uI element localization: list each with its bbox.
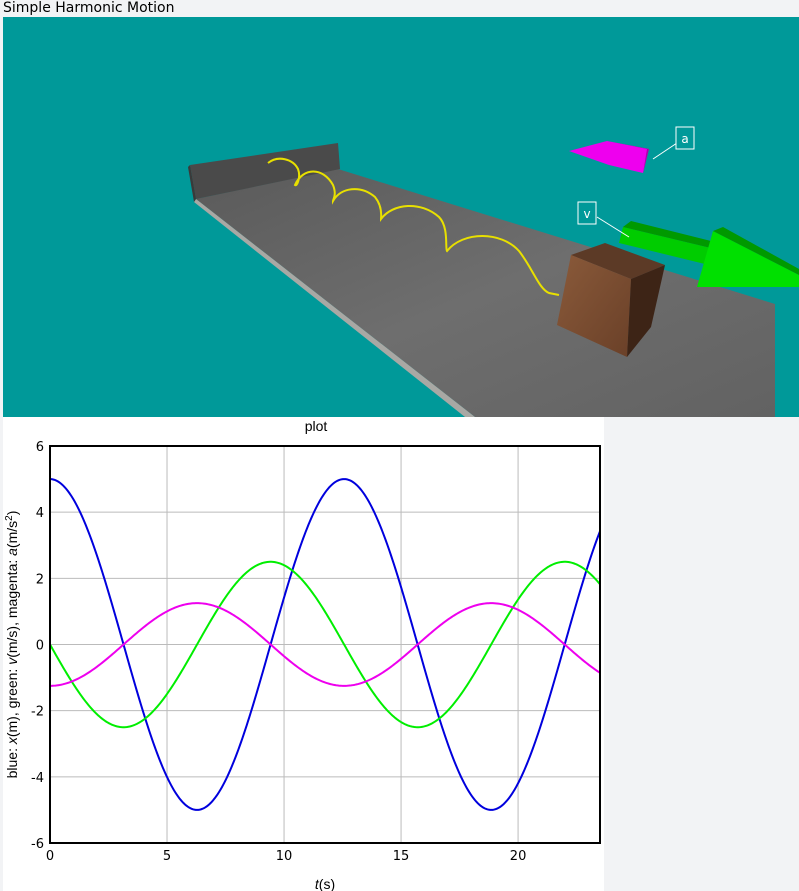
acceleration-label-leader (652, 142, 678, 160)
block-front (557, 255, 631, 357)
acceleration-label: a (675, 126, 695, 150)
3d-scene-canvas[interactable]: a v (3, 17, 799, 417)
window-title: Simple Harmonic Motion (3, 0, 175, 16)
x-tick-label: 10 (276, 849, 293, 864)
x-axis-label: t(s) (315, 876, 335, 891)
block-top (571, 243, 665, 279)
back-wall-side (188, 165, 196, 202)
y-tick-label: -2 (31, 705, 44, 720)
plot-frame (49, 445, 601, 844)
velocity-arrow-head (697, 231, 799, 287)
x-tick-label: 5 (163, 849, 171, 864)
series-line-2 (49, 602, 601, 687)
series-layer (49, 478, 601, 811)
velocity-arrow-shaft-top (623, 221, 719, 249)
y-tick-label: 0 (36, 639, 44, 654)
series-line-1 (49, 560, 601, 729)
y-tick-labels: -6 -4 -2 0 2 4 6 (31, 440, 44, 852)
floor-edge (194, 199, 475, 417)
x-tick-labels: 0 5 10 15 20 (46, 849, 526, 864)
y-tick-label: -4 (31, 771, 44, 786)
svg-text:v: v (583, 207, 590, 221)
acceleration-arrow (569, 141, 649, 173)
velocity-arrow-shaft (619, 227, 715, 265)
svg-text:a: a (681, 132, 688, 146)
x-tick-label: 15 (393, 849, 410, 864)
back-wall (190, 143, 340, 199)
plot-panel[interactable]: plot 0 5 10 15 20 -6 -4 -2 0 2 4 6 t(s) blue: x(m)… (3, 417, 604, 891)
floor-surface (196, 169, 775, 417)
x-tick-label: 0 (46, 849, 54, 864)
scene-drawing: a v (188, 126, 799, 417)
y-tick-label: 4 (36, 506, 44, 521)
block-side (627, 265, 665, 357)
y-axis-label: blue: x(m), green: v(m/s), magenta: a(m/… (4, 511, 21, 779)
velocity-label: v (577, 201, 597, 225)
velocity-label-leader (596, 216, 630, 238)
y-tick-label: 2 (36, 572, 44, 587)
y-tick-label: -6 (31, 837, 44, 852)
series-line-0 (49, 478, 601, 811)
y-tick-label: 6 (36, 440, 44, 455)
x-tick-label: 20 (510, 849, 527, 864)
spring-coil (267, 157, 560, 296)
motion-graph[interactable]: plot 0 5 10 15 20 -6 -4 -2 0 2 4 6 t(s) blue: x(m)… (3, 417, 604, 891)
plot-title: plot (305, 418, 328, 434)
velocity-arrow-head-top (713, 227, 799, 275)
